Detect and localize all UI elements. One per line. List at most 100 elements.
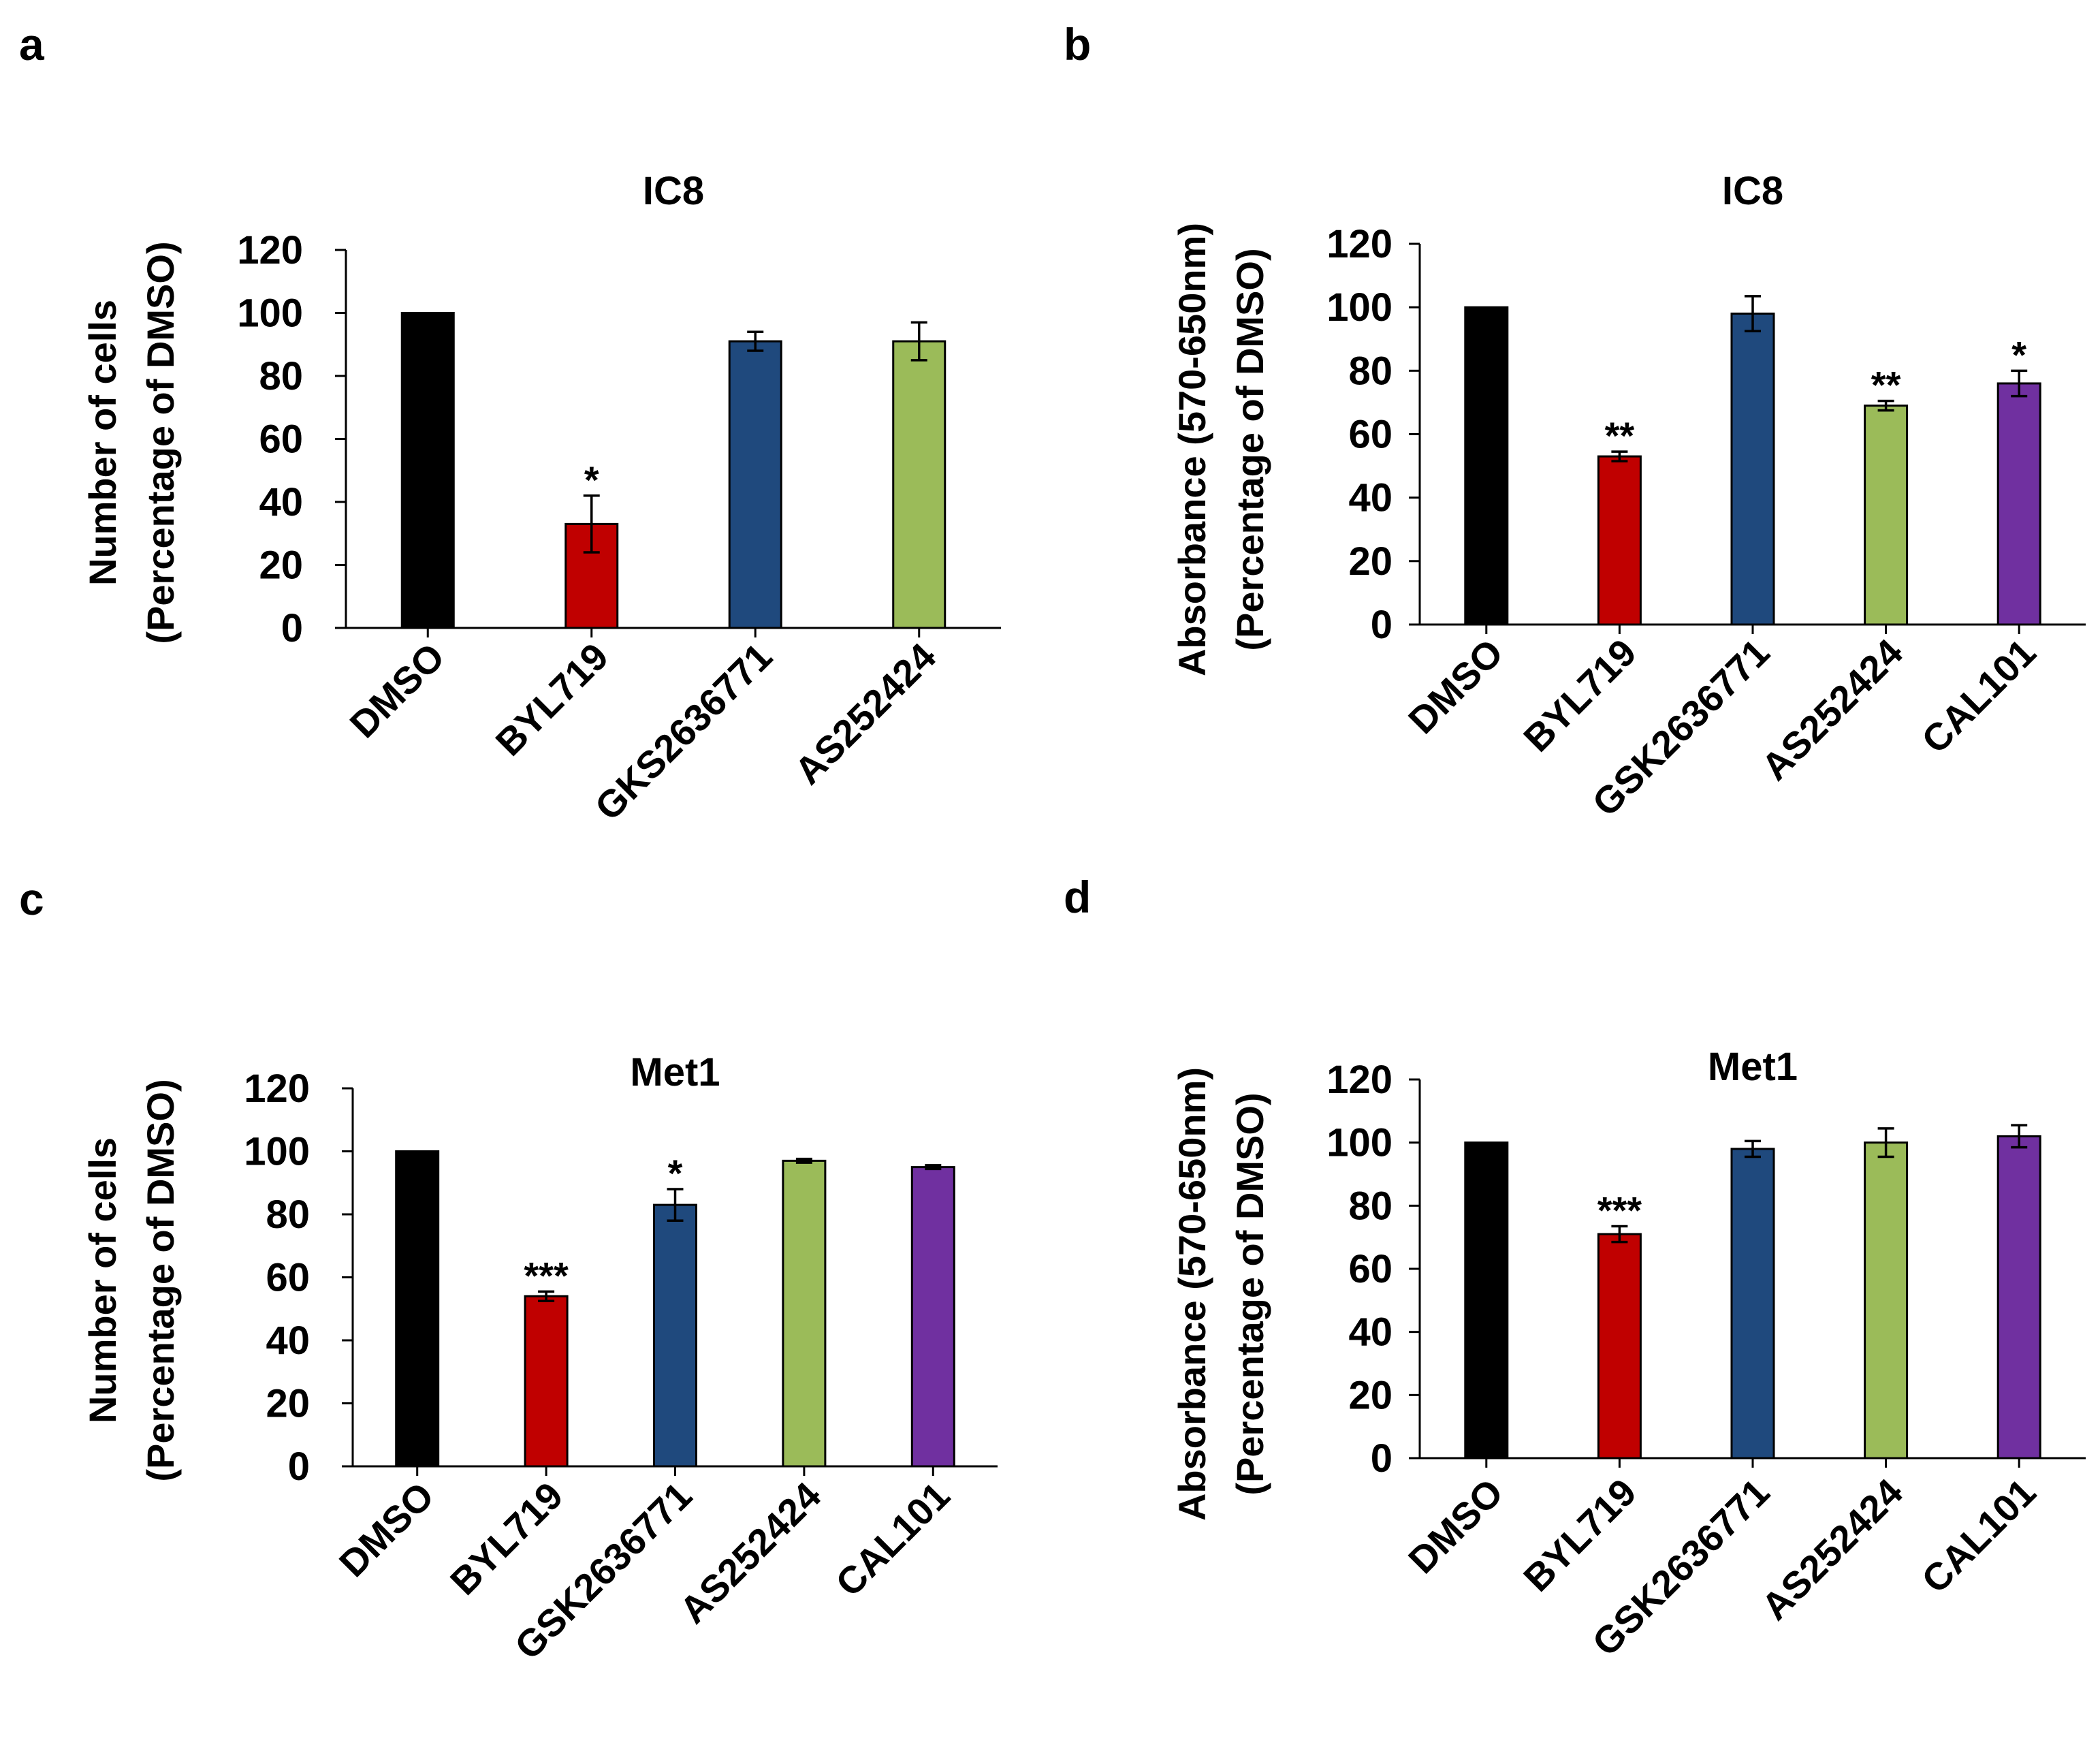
significance-marker: **	[1871, 364, 1901, 407]
significance-marker: ***	[524, 1254, 569, 1297]
category-label: BYL719	[1515, 1470, 1644, 1600]
significance-marker: *	[2011, 333, 2026, 376]
error-bar	[925, 1164, 942, 1171]
error-bar	[1745, 295, 1761, 332]
bar-byl719	[1597, 455, 1642, 626]
chart-panel-b: b IC8 Absorbance (570-650nm) (Percentage of…	[1064, 19, 2086, 824]
y-tick-label: 20	[259, 543, 303, 588]
panel-letter: c	[19, 874, 44, 924]
category-label: BYL719	[442, 1474, 571, 1603]
bar-byl719	[1597, 1233, 1642, 1460]
error-bar	[1745, 1139, 1761, 1158]
bar-dmso	[395, 1150, 440, 1468]
y-tick-label: 100	[1326, 1121, 1393, 1165]
chart-panel-a: a IC8 Number of cells (Percentage of DMSO) D…	[19, 19, 1001, 828]
category-label: AS252424	[1753, 631, 1911, 789]
error-bar	[2011, 1124, 2028, 1149]
y-tick-label: 120	[244, 1067, 310, 1111]
y-tick-label: 40	[1348, 476, 1393, 520]
bar-as252424	[1864, 1141, 1909, 1460]
chart-title: Met1	[1708, 1045, 1798, 1089]
bar-dmso	[1464, 306, 1509, 626]
chart-title: Met1	[630, 1050, 720, 1094]
category-label: AS252424	[1753, 1470, 1911, 1628]
bar-as252424	[782, 1159, 827, 1468]
category-label: DMSO	[331, 1474, 442, 1585]
significance-marker: *	[668, 1152, 683, 1195]
y-tick-label: 60	[266, 1256, 310, 1300]
y-tick-label: 120	[1326, 222, 1393, 266]
bar-byl719	[524, 1295, 569, 1468]
bar-as252424	[1864, 405, 1909, 626]
y-axis-label: Absorbance (570-650nm)	[1171, 223, 1213, 676]
error-bar	[795, 1157, 812, 1164]
y-tick-label: 60	[1348, 1247, 1393, 1291]
error-bar	[1877, 1127, 1894, 1158]
y-tick-label: 80	[266, 1193, 310, 1237]
y-tick-label: 100	[237, 291, 303, 336]
category-label: BYL719	[1515, 631, 1644, 760]
category-label: CAL101	[1913, 631, 2044, 761]
panel-letter: a	[19, 19, 45, 69]
y-tick-label: 20	[1348, 1373, 1393, 1417]
error-bar	[538, 1290, 555, 1302]
bar-dmso	[1464, 1141, 1509, 1460]
error-bar	[747, 330, 764, 352]
bar-gsk2636771	[1730, 312, 1775, 626]
panel-letter: d	[1064, 872, 1091, 922]
bar-cal101	[1996, 382, 2041, 626]
y-tick-label: 40	[266, 1319, 310, 1363]
category-label: CAL101	[827, 1474, 958, 1605]
error-bar	[667, 1188, 684, 1222]
error-bar	[1611, 450, 1628, 462]
y-tick-label: 100	[244, 1130, 310, 1174]
y-tick-label: 60	[1348, 413, 1393, 457]
category-label: AS252424	[786, 635, 944, 793]
y-tick-label: 20	[1348, 539, 1393, 584]
y-axis-label: (Percentage of DMSO)	[139, 1079, 182, 1481]
bar-gsk2636771	[653, 1203, 697, 1468]
panel-letter: b	[1064, 19, 1091, 69]
bar-dmso	[400, 312, 455, 629]
y-tick-label: 120	[1326, 1058, 1393, 1102]
significance-marker: *	[584, 458, 599, 501]
y-axis-label: (Percentage of DMSO)	[1228, 248, 1271, 650]
bar-as252424	[892, 340, 946, 629]
significance-marker: ***	[1597, 1188, 1642, 1231]
category-label: DMSO	[1400, 1470, 1511, 1581]
chart-panel-c: c Met1 Number of cells (Percentage of DMSO)…	[19, 874, 998, 1667]
bar-gks2636771	[728, 340, 782, 629]
chart-panel-d: d Met1 Absorbance (570-650nm) (Percentage o…	[1064, 872, 2086, 1664]
y-tick-label: 80	[1348, 1184, 1393, 1228]
y-tick-label: 40	[1348, 1310, 1393, 1355]
y-tick-label: 100	[1326, 285, 1393, 330]
y-tick-label: 0	[281, 606, 303, 650]
error-bar	[1611, 1225, 1628, 1244]
error-bar	[2011, 369, 2028, 398]
category-label: GKS2636771	[586, 635, 780, 829]
category-label: CAL101	[1913, 1470, 2044, 1601]
bar-cal101	[1996, 1135, 2041, 1460]
y-tick-label: 40	[259, 480, 303, 524]
category-label: DMSO	[1400, 631, 1511, 742]
error-bar	[583, 494, 600, 554]
y-tick-label: 0	[288, 1445, 310, 1489]
category-label: BYL719	[487, 635, 616, 764]
y-tick-label: 60	[259, 417, 303, 462]
y-axis-label: (Percentage of DMSO)	[139, 241, 182, 644]
error-bar	[910, 321, 927, 362]
y-axis-label: Number of cells	[81, 1137, 124, 1423]
chart-title: IC8	[643, 169, 704, 213]
y-tick-label: 80	[1348, 349, 1393, 393]
significance-marker: **	[1605, 414, 1635, 457]
y-tick-label: 120	[237, 228, 303, 272]
y-tick-label: 20	[266, 1382, 310, 1426]
chart-title: IC8	[1722, 169, 1783, 213]
y-tick-label: 0	[1371, 1436, 1393, 1481]
y-axis-label: (Percentage of DMSO)	[1228, 1092, 1271, 1495]
y-tick-label: 80	[259, 354, 303, 398]
category-label: DMSO	[341, 635, 452, 746]
bar-cal101	[910, 1166, 955, 1468]
y-axis-label: Absorbance (570-650nm)	[1171, 1067, 1213, 1521]
